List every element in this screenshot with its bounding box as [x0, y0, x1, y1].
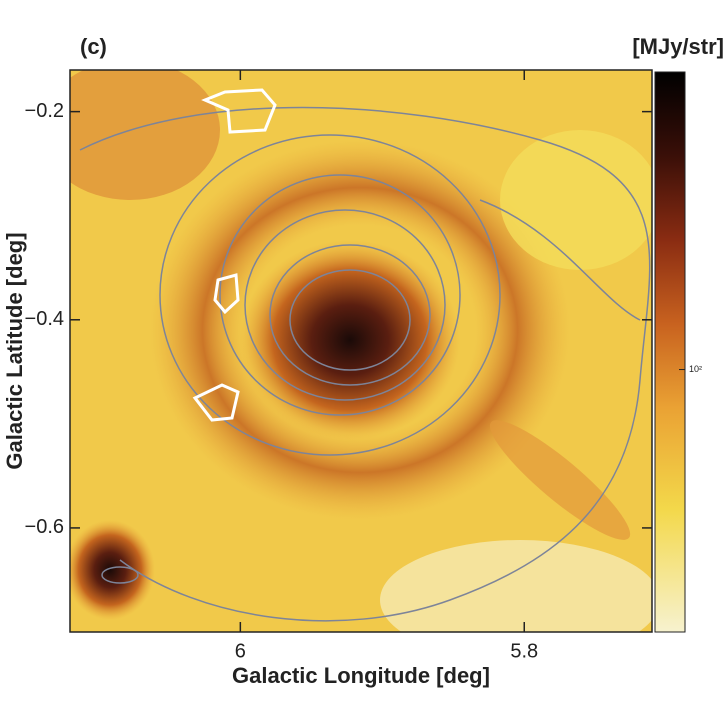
x-axis-label: Galactic Longitude [deg] — [232, 663, 490, 688]
y-tick-label: −0.4 — [25, 308, 64, 330]
y-axis-label: Galactic Latitude [deg] — [2, 232, 27, 469]
plot-frame — [69, 69, 653, 633]
contours — [79, 88, 651, 622]
x-tick-label: 5.8 — [510, 640, 538, 662]
colorbar-tick-label: 10² — [689, 364, 702, 374]
colorbar — [654, 71, 686, 633]
y-tick-label: −0.6 — [25, 516, 64, 538]
panel-label: (c) — [80, 34, 107, 59]
map-image — [70, 70, 652, 632]
x-tick-label: 6 — [235, 640, 246, 662]
colorbar-label: [MJy/str] — [632, 34, 724, 59]
y-tick-label: −0.2 — [25, 100, 64, 122]
